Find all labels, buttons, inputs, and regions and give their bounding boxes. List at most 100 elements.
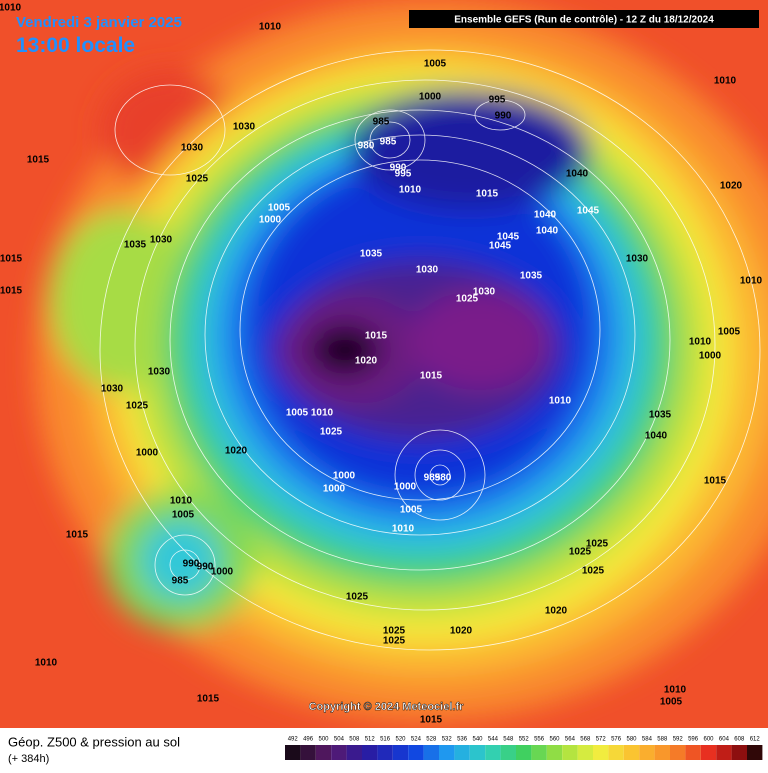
colorbar-swatch — [531, 745, 547, 760]
pressure-label: 1025 — [126, 401, 149, 412]
colorbar-label: 508 — [349, 737, 360, 743]
pressure-label: 1030 — [101, 384, 124, 395]
colorbar-swatch — [454, 745, 470, 760]
pressure-label: 1035 — [649, 410, 672, 421]
colorbar-swatch — [731, 745, 747, 760]
colorbar-swatch — [315, 745, 332, 760]
pressure-label: 1030 — [150, 235, 173, 246]
footer-subtitle: (+ 384h) — [8, 753, 49, 765]
colorbar-swatch — [685, 745, 701, 760]
pressure-label: 990 — [495, 111, 512, 122]
pressure-label: 1005 — [660, 697, 683, 708]
pressure-label: 1010 — [664, 685, 687, 696]
colorbar-swatch — [639, 745, 655, 760]
pressure-label: 995 — [489, 95, 506, 106]
colorbar-swatch — [485, 745, 501, 760]
colorbar-swatch — [300, 745, 316, 760]
pressure-label: 1000 — [323, 484, 346, 495]
pressure-label: 985 — [424, 473, 441, 484]
pressure-label: 1010 — [170, 496, 193, 507]
pressure-label: 990 — [390, 163, 407, 174]
colorbar-swatch — [500, 745, 516, 760]
colorbar-swatch — [469, 745, 486, 760]
colorbar-label: 524 — [411, 737, 422, 743]
pressure-label: 1015 — [476, 189, 499, 200]
run-box — [409, 10, 759, 28]
colorbar-label: 548 — [503, 737, 514, 743]
colorbar-swatch — [593, 745, 609, 760]
colorbar-label: 540 — [472, 737, 483, 743]
pressure-label: 1010 — [311, 408, 334, 419]
pressure-label: 1000 — [259, 215, 282, 226]
pressure-label: 1010 — [259, 22, 282, 33]
pressure-label: 1015 — [0, 254, 23, 265]
colorbar-label: 576 — [611, 737, 622, 743]
pressure-label: 990 — [183, 559, 200, 570]
colorbar-swatch — [700, 745, 717, 760]
pressure-label: 1025 — [586, 539, 609, 550]
colorbar-label: 516 — [380, 737, 391, 743]
colorbar-label: 536 — [457, 737, 468, 743]
colorbar-swatch — [562, 745, 578, 760]
pressure-label: 1010 — [399, 185, 422, 196]
pressure-label: 1040 — [566, 169, 589, 180]
colorbar-swatch — [716, 745, 732, 760]
colorbar-label: 504 — [334, 737, 345, 743]
pressure-label: 1005 — [172, 510, 195, 521]
colorbar-swatch — [377, 745, 393, 760]
colorbar-swatch — [608, 745, 624, 760]
colorbar-label: 604 — [719, 737, 730, 743]
colorbar-label: 612 — [750, 737, 761, 743]
pressure-label: 1045 — [577, 206, 600, 217]
pressure-label: 1040 — [645, 431, 668, 442]
footer-title: Géop. Z500 & pression au sol — [8, 734, 180, 749]
geopotential-field — [35, 0, 768, 720]
pressure-label: 1000 — [699, 351, 722, 362]
colorbar-swatch — [423, 745, 439, 760]
colorbar-label: 544 — [488, 737, 499, 743]
copyright: Copyright © 2024 Meteociel.fr — [309, 701, 465, 713]
pressure-label: 1015 — [0, 286, 23, 297]
pressure-label: 1015 — [420, 371, 443, 382]
colorbar-swatch — [670, 745, 686, 760]
colorbar-label: 496 — [303, 737, 314, 743]
colorbar-label: 572 — [596, 737, 607, 743]
pressure-label: 1010 — [689, 337, 712, 348]
pressure-label: 985 — [373, 117, 390, 128]
pressure-label: 1000 — [394, 482, 417, 493]
colorbar-swatch — [516, 745, 532, 760]
colorbar-swatch — [747, 745, 763, 760]
colorbar-label: 532 — [442, 737, 453, 743]
colorbar-label: 564 — [565, 737, 576, 743]
pressure-label: 1025 — [383, 626, 406, 637]
pressure-label: 1000 — [136, 448, 159, 459]
colorbar-swatch — [362, 745, 378, 760]
pressure-label: 1010 — [0, 3, 22, 14]
pressure-label: 1030 — [416, 265, 439, 276]
pressure-label: 1035 — [520, 271, 543, 282]
date: Vendredi 3 janvier 2025 — [16, 14, 182, 31]
colorbar-label: 500 — [318, 737, 329, 743]
pressure-label: 985 — [172, 576, 189, 587]
pressure-label: 1030 — [148, 367, 171, 378]
isobars — [99, 49, 761, 651]
pressure-label: 1025 — [383, 636, 406, 647]
colorbar-swatch — [408, 745, 424, 760]
pressure-label: 1035 — [124, 240, 147, 251]
pressure-label: 1005 — [424, 59, 447, 70]
colorbar-label: 568 — [580, 737, 591, 743]
pressure-label: 1015 — [27, 155, 50, 166]
pressure-label: 1035 — [360, 249, 383, 260]
colorbar-swatch — [654, 745, 670, 760]
colorbar-label: 556 — [534, 737, 545, 743]
pressure-label: 995 — [395, 169, 412, 180]
colorbar-label: 560 — [549, 737, 560, 743]
colorbar-label: 600 — [703, 737, 714, 743]
colorbar-label: 512 — [365, 737, 376, 743]
pressure-label: 1020 — [225, 446, 248, 457]
colorbar-label: 580 — [626, 737, 637, 743]
colorbar-swatch — [285, 745, 301, 760]
